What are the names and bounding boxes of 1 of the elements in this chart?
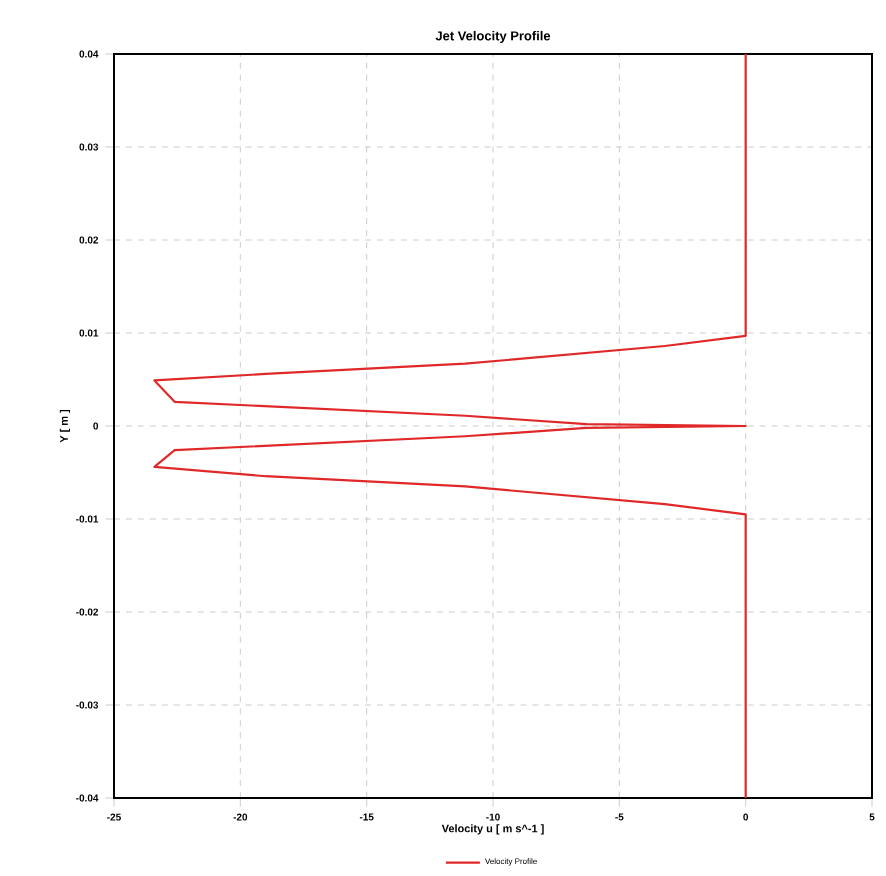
line-series	[153, 54, 747, 798]
